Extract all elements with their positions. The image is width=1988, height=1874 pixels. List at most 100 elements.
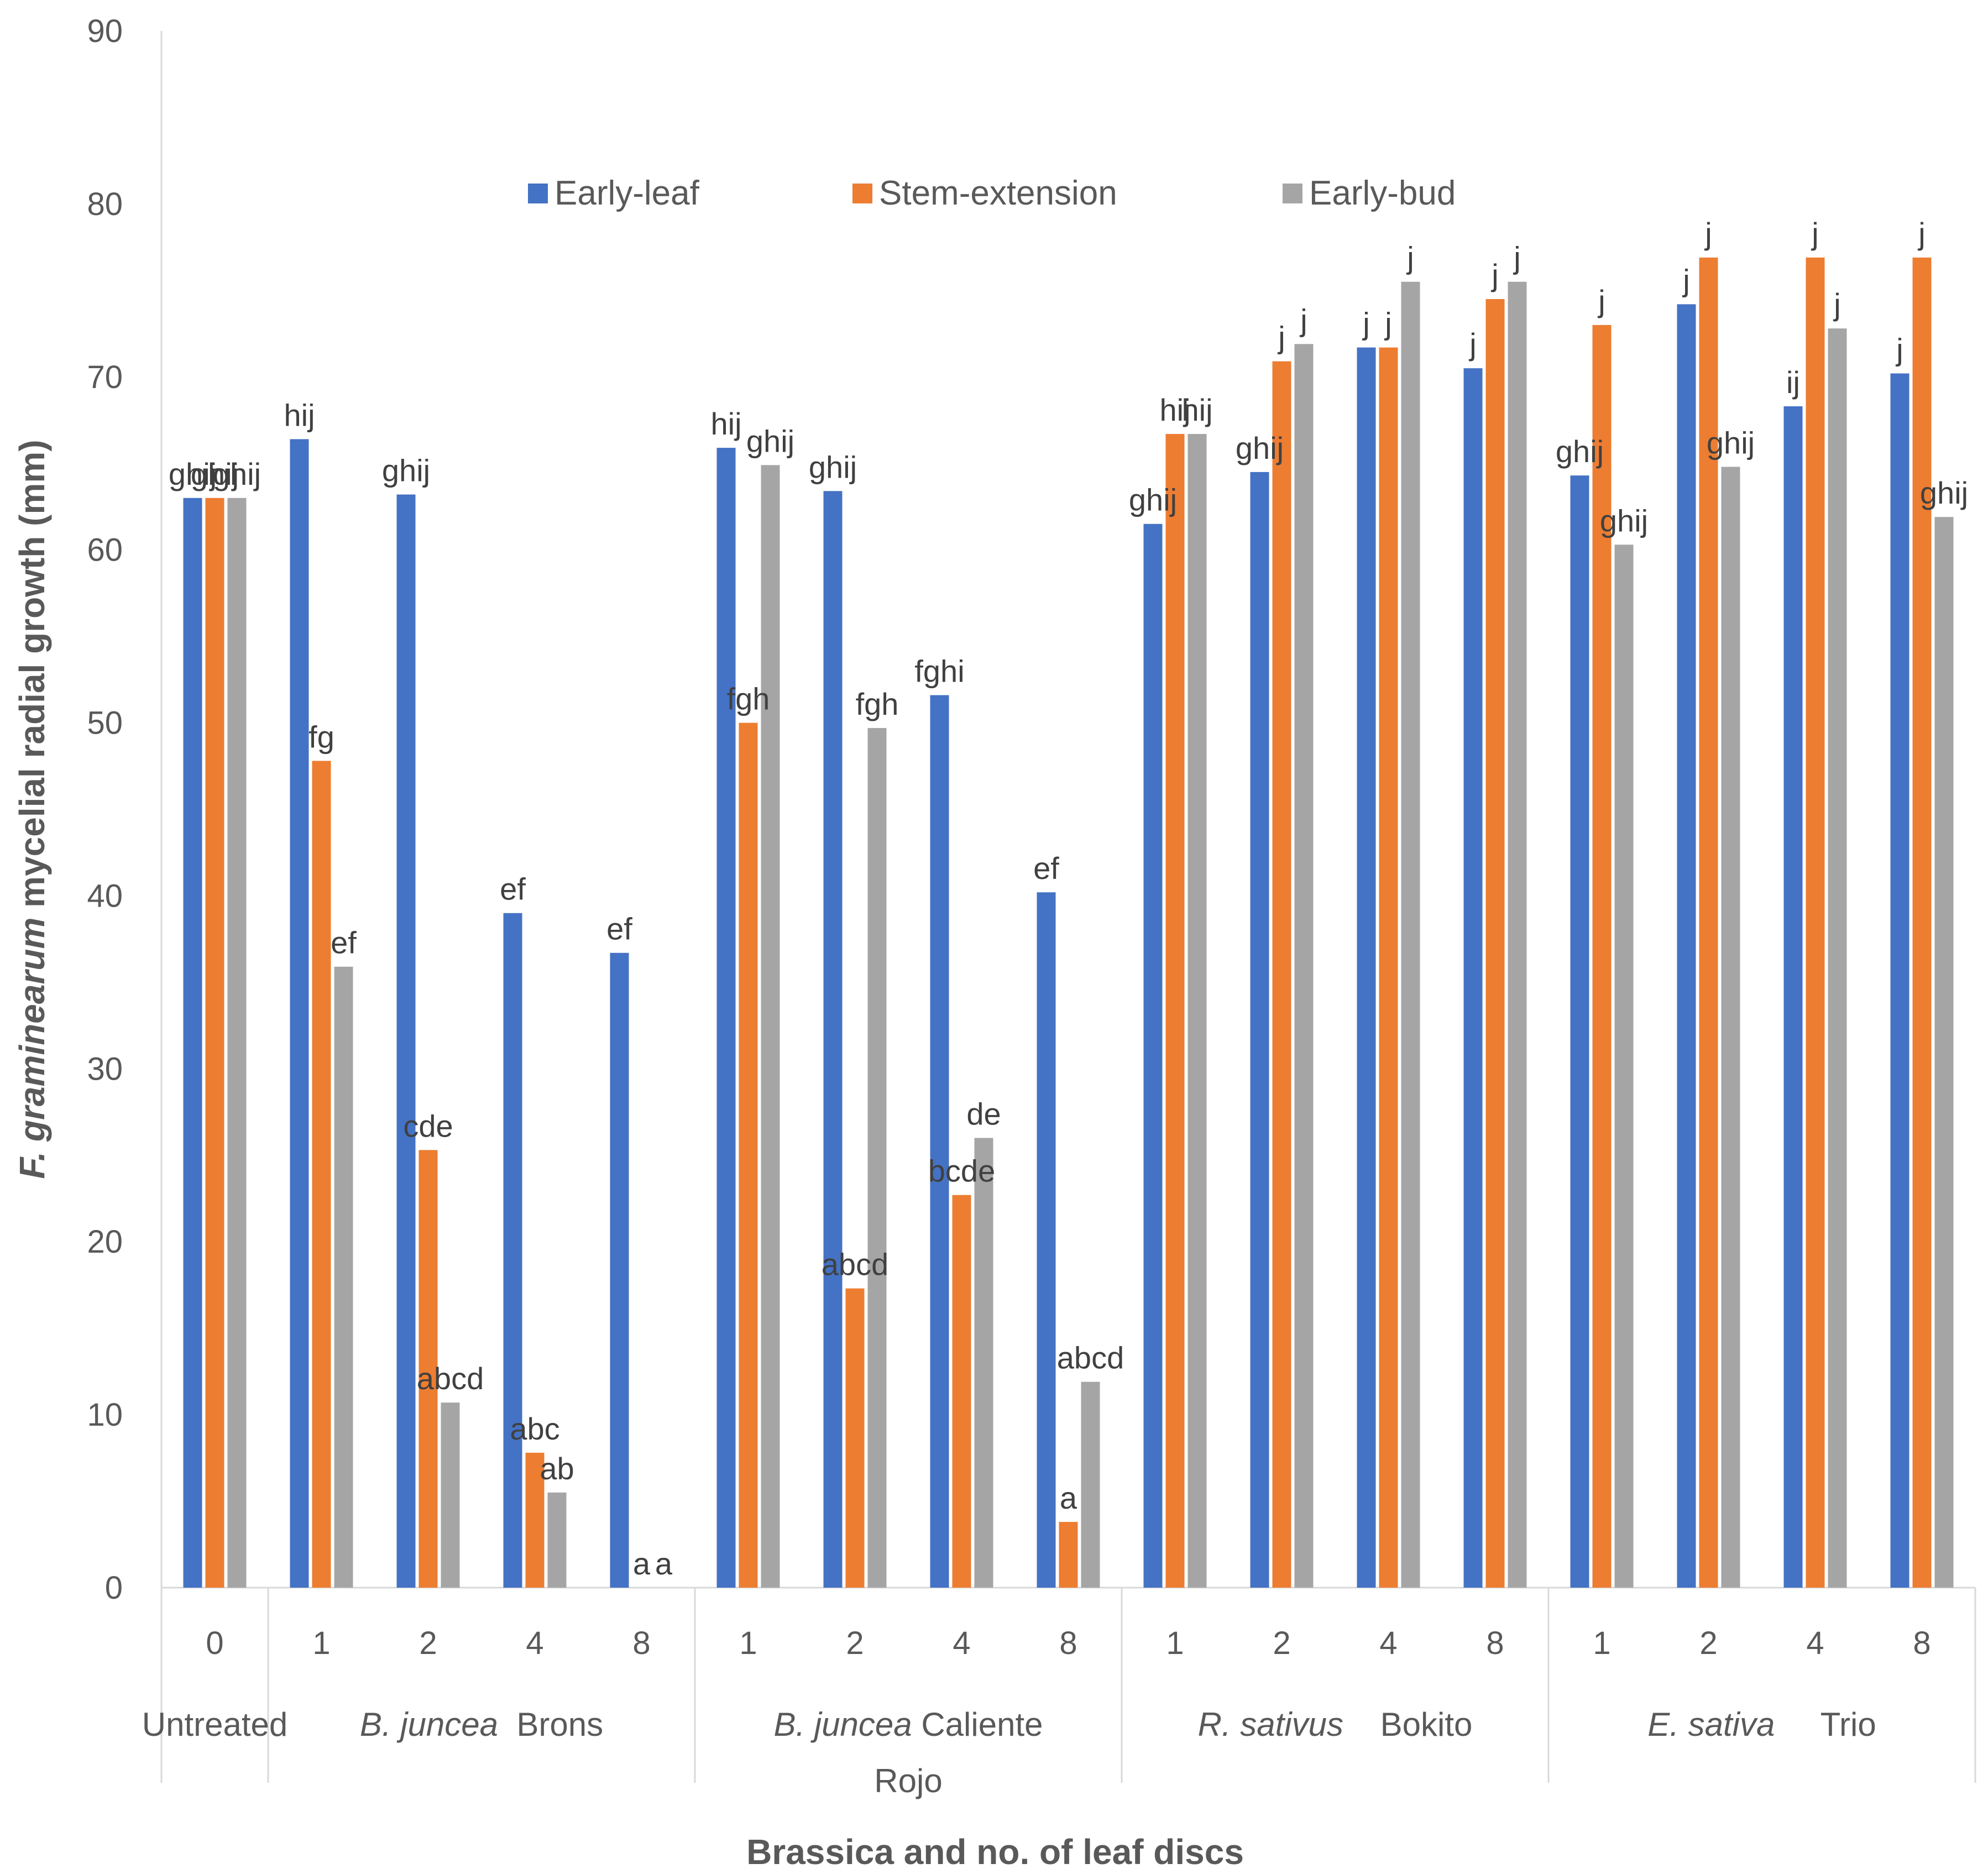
x-tick-label: 0 — [206, 1625, 223, 1661]
bar-early-bud-5 — [761, 465, 780, 1588]
significance-label: j — [1704, 216, 1712, 251]
bar-early-leaf-12 — [1463, 368, 1483, 1588]
bar-stem-extension-1 — [312, 761, 331, 1588]
significance-label: a — [1060, 1480, 1077, 1515]
significance-label: j — [1384, 306, 1391, 341]
significance-label: ghij — [809, 449, 857, 484]
x-tick-label: 2 — [419, 1625, 437, 1661]
significance-label: hij — [1181, 392, 1212, 427]
significance-label: ij — [1786, 365, 1800, 400]
group-label-1: B. juncea Brons — [360, 1706, 603, 1743]
bar-early-bud-0 — [227, 498, 247, 1588]
significance-label: ghij — [746, 423, 794, 458]
x-tick-label: 4 — [526, 1625, 543, 1661]
bar-early-leaf-8 — [1037, 892, 1056, 1588]
significance-label: j — [1406, 240, 1414, 275]
significance-label: ghij — [1707, 425, 1755, 460]
significance-label: ef — [500, 872, 526, 907]
significance-label: j — [1277, 320, 1285, 355]
significance-label: j — [1833, 287, 1840, 322]
group-label-2: B. juncea Caliente — [774, 1706, 1043, 1743]
significance-label: cde — [403, 1108, 453, 1143]
bar-early-leaf-6 — [823, 491, 843, 1588]
x-tick-label: 8 — [1913, 1625, 1931, 1661]
y-tick-label: 70 — [87, 359, 123, 395]
group-label-line2: Rojo — [874, 1762, 942, 1799]
significance-label: j — [1811, 216, 1818, 251]
legend: Early-leaf Stem-extension Early-bud — [528, 174, 1456, 212]
y-tick-label: 20 — [87, 1224, 123, 1260]
group-dividers — [267, 1588, 1976, 1783]
significance-label: fg — [308, 719, 334, 754]
significance-label: hij — [710, 406, 741, 441]
bar-stem-extension-8 — [1059, 1522, 1078, 1588]
group-label-4: E. sativa Trio — [1647, 1706, 1876, 1743]
bar-stem-extension-2 — [418, 1150, 438, 1588]
significance-label: a — [633, 1546, 651, 1581]
y-tick-label: 90 — [87, 13, 123, 49]
bar-early-bud-15 — [1828, 328, 1847, 1588]
bar-early-leaf-2 — [396, 494, 416, 1588]
bar-stem-extension-10 — [1272, 361, 1291, 1588]
legend-label: Early-leaf — [554, 174, 700, 212]
bar-early-bud-12 — [1508, 281, 1527, 1588]
bar-stem-extension-16 — [1912, 257, 1932, 1588]
significance-label: j — [1597, 284, 1605, 318]
significance-label: ef — [1033, 851, 1059, 886]
bar-early-bud-13 — [1614, 545, 1634, 1588]
bar-stem-extension-11 — [1379, 347, 1398, 1588]
significance-label: ghij — [1556, 434, 1604, 469]
bar-stem-extension-14 — [1699, 257, 1718, 1588]
bar-early-leaf-14 — [1677, 304, 1696, 1588]
bar-stem-extension-0 — [205, 498, 224, 1588]
x-tick-label: 1 — [312, 1625, 330, 1661]
x-tick-label: 2 — [1699, 1625, 1717, 1661]
significance-label: abcd — [417, 1361, 484, 1396]
y-tick-label: 10 — [87, 1397, 123, 1433]
significance-label: j — [1490, 258, 1498, 292]
bar-stem-extension-12 — [1485, 299, 1505, 1588]
significance-label: bcde — [928, 1154, 995, 1189]
bar-early-leaf-13 — [1570, 475, 1589, 1588]
group-label-3: R. sativus Bokito — [1198, 1706, 1473, 1743]
significance-label: ghij — [1600, 503, 1648, 538]
significance-label: ghij — [382, 453, 430, 488]
group-label-0: Untreated — [142, 1706, 288, 1743]
significance-label: ef — [606, 912, 632, 946]
bar-early-bud-6 — [867, 727, 887, 1588]
significance-label: ef — [331, 925, 357, 960]
significance-label: j — [1513, 240, 1520, 275]
bar-stem-extension-3 — [525, 1452, 545, 1588]
bar-early-leaf-0 — [183, 498, 202, 1588]
y-tick-label: 50 — [87, 705, 123, 741]
bar-stem-extension-7 — [952, 1195, 971, 1588]
bar-early-leaf-11 — [1357, 347, 1376, 1588]
significance-label: ghij — [213, 457, 261, 491]
significance-label: abcd — [1057, 1341, 1124, 1375]
significance-label: ghij — [1920, 475, 1968, 510]
significance-label: j — [1895, 332, 1903, 367]
bar-early-leaf-10 — [1250, 472, 1269, 1588]
x-tick-label: 4 — [1806, 1625, 1824, 1661]
bar-early-bud-10 — [1294, 344, 1314, 1588]
bar-early-bud-9 — [1187, 434, 1207, 1588]
significance-label: abcd — [822, 1247, 888, 1282]
significance-label: j — [1682, 263, 1689, 297]
x-axis-title: Brassica and no. of leaf discs — [746, 1832, 1244, 1872]
bar-early-leaf-4 — [610, 952, 629, 1588]
y-tick-label: 0 — [105, 1570, 123, 1606]
bar-stem-extension-15 — [1806, 257, 1825, 1588]
bar-early-leaf-5 — [716, 448, 736, 1588]
x-tick-label: 8 — [632, 1625, 650, 1661]
x-tick-label: 2 — [846, 1625, 864, 1661]
bar-early-bud-8 — [1081, 1381, 1100, 1588]
bar-stem-extension-5 — [739, 723, 758, 1588]
y-tick-label: 60 — [87, 532, 123, 568]
significance-label: ghij — [1129, 483, 1177, 517]
bar-early-leaf-15 — [1783, 406, 1803, 1588]
significance-label: j — [1468, 327, 1476, 362]
significance-label: j — [1917, 216, 1925, 251]
bar-stem-extension-9 — [1165, 434, 1185, 1588]
significance-labels: ghijhijghijefefhijghijfghiefghijghijjjgh… — [169, 216, 1968, 1581]
